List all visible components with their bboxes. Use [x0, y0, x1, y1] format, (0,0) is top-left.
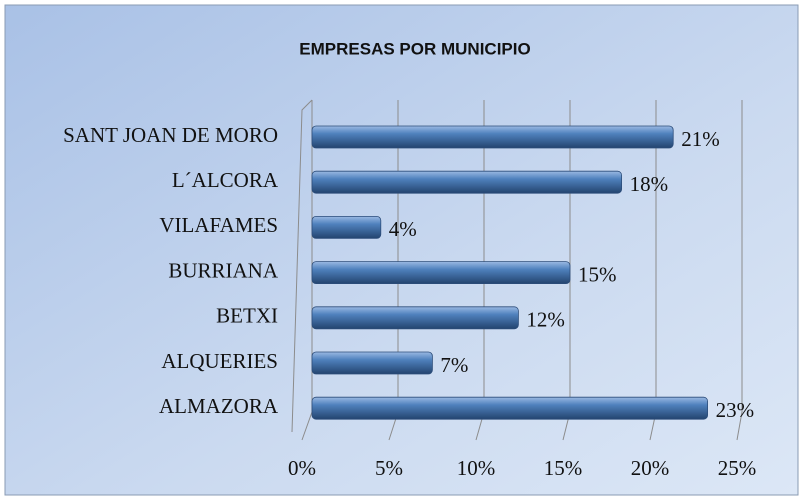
x-tick-label: 10%	[457, 456, 496, 480]
grid-line	[736, 100, 743, 441]
x-tick-label: 15%	[544, 456, 583, 480]
bar	[311, 170, 623, 194]
y-tick-label: L´ALCORA	[172, 168, 279, 192]
bar	[311, 125, 674, 149]
x-tick-label: 5%	[375, 456, 403, 480]
bar	[311, 351, 433, 375]
y-tick-label: ALQUERIES	[161, 349, 278, 373]
chart-title: EMPRESAS POR MUNICIPIO	[299, 39, 530, 58]
value-label: 12%	[526, 308, 565, 332]
bar	[311, 261, 571, 285]
x-tick-label: 0%	[288, 456, 316, 480]
bar	[311, 215, 382, 239]
axis-wall	[291, 99, 313, 433]
bar	[311, 396, 709, 420]
bar	[311, 306, 519, 330]
value-label: 21%	[681, 127, 720, 151]
value-label: 23%	[716, 398, 755, 422]
value-label: 15%	[578, 262, 617, 286]
y-tick-label: VILAFAMES	[159, 213, 278, 237]
chart-background	[4, 4, 799, 496]
y-tick-label: BETXI	[216, 304, 278, 328]
value-label: 4%	[389, 217, 417, 241]
y-tick-label: BURRIANA	[168, 258, 279, 282]
y-tick-label: ALMAZORA	[159, 394, 279, 418]
value-label: 7%	[440, 353, 468, 377]
x-tick-label: 25%	[718, 456, 757, 480]
value-label: 18%	[630, 172, 669, 196]
y-tick-label: SANT JOAN DE MORO	[63, 123, 278, 147]
x-tick-label: 20%	[631, 456, 670, 480]
